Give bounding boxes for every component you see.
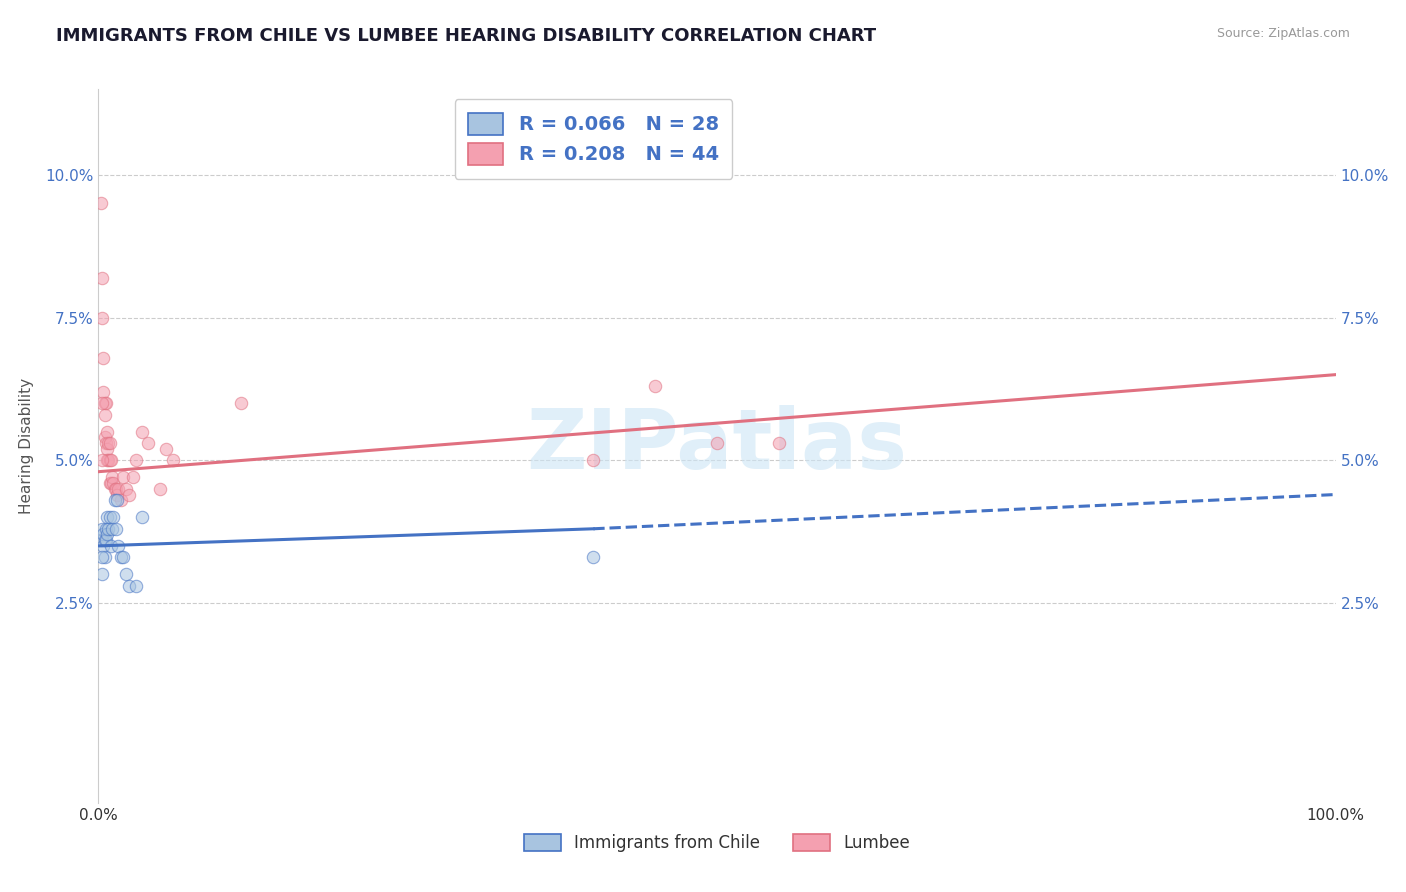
Point	[112, 470, 135, 484]
Point	[94, 533, 117, 548]
Point	[97, 453, 120, 467]
Point	[93, 527, 115, 541]
Point	[124, 453, 146, 467]
Point	[98, 476, 121, 491]
Point	[91, 522, 114, 536]
Point	[103, 476, 125, 491]
Y-axis label: Hearing Disability: Hearing Disability	[20, 378, 34, 514]
Point	[90, 196, 112, 211]
Point	[91, 550, 114, 565]
Point	[94, 396, 117, 410]
Point	[582, 550, 605, 565]
Point	[118, 579, 141, 593]
Point	[98, 510, 121, 524]
Point	[582, 453, 605, 467]
Point	[131, 510, 153, 524]
Point	[149, 482, 172, 496]
Point	[96, 510, 118, 524]
Point	[155, 442, 177, 456]
Point	[644, 379, 666, 393]
Text: Source: ZipAtlas.com: Source: ZipAtlas.com	[1216, 27, 1350, 40]
Point	[93, 430, 115, 444]
Point	[110, 550, 132, 565]
Point	[104, 522, 127, 536]
Point	[96, 453, 118, 467]
Point	[100, 476, 122, 491]
Point	[114, 567, 136, 582]
Point	[103, 493, 125, 508]
Point	[91, 567, 114, 582]
Point	[93, 384, 115, 399]
Point	[93, 533, 115, 548]
Legend: Immigrants from Chile, Lumbee: Immigrants from Chile, Lumbee	[517, 827, 917, 859]
Point	[229, 396, 252, 410]
Point	[706, 436, 728, 450]
Point	[107, 539, 129, 553]
Point	[96, 442, 118, 456]
Point	[91, 310, 114, 325]
Point	[96, 425, 118, 439]
Point	[101, 470, 124, 484]
Point	[118, 487, 141, 501]
Point	[91, 533, 114, 548]
Text: ZIPatlas: ZIPatlas	[527, 406, 907, 486]
Point	[114, 482, 136, 496]
Point	[94, 436, 117, 450]
Point	[97, 522, 120, 536]
Point	[93, 408, 115, 422]
Point	[110, 493, 132, 508]
Point	[104, 482, 127, 496]
Point	[103, 510, 125, 524]
Point	[122, 470, 145, 484]
Point	[93, 539, 115, 553]
Point	[105, 487, 128, 501]
Point	[103, 482, 125, 496]
Text: IMMIGRANTS FROM CHILE VS LUMBEE HEARING DISABILITY CORRELATION CHART: IMMIGRANTS FROM CHILE VS LUMBEE HEARING …	[56, 27, 876, 45]
Point	[131, 425, 153, 439]
Point	[91, 396, 114, 410]
Point	[93, 351, 115, 365]
Point	[91, 270, 114, 285]
Point	[162, 453, 184, 467]
Point	[112, 550, 135, 565]
Point	[768, 436, 790, 450]
Point	[107, 482, 129, 496]
Point	[136, 436, 159, 450]
Point	[93, 396, 115, 410]
Point	[100, 539, 122, 553]
Point	[98, 453, 121, 467]
Point	[105, 493, 128, 508]
Point	[96, 527, 118, 541]
Point	[101, 522, 124, 536]
Point	[124, 579, 146, 593]
Point	[98, 436, 121, 450]
Point	[93, 550, 115, 565]
Point	[100, 453, 122, 467]
Point	[94, 522, 117, 536]
Point	[91, 453, 114, 467]
Point	[97, 436, 120, 450]
